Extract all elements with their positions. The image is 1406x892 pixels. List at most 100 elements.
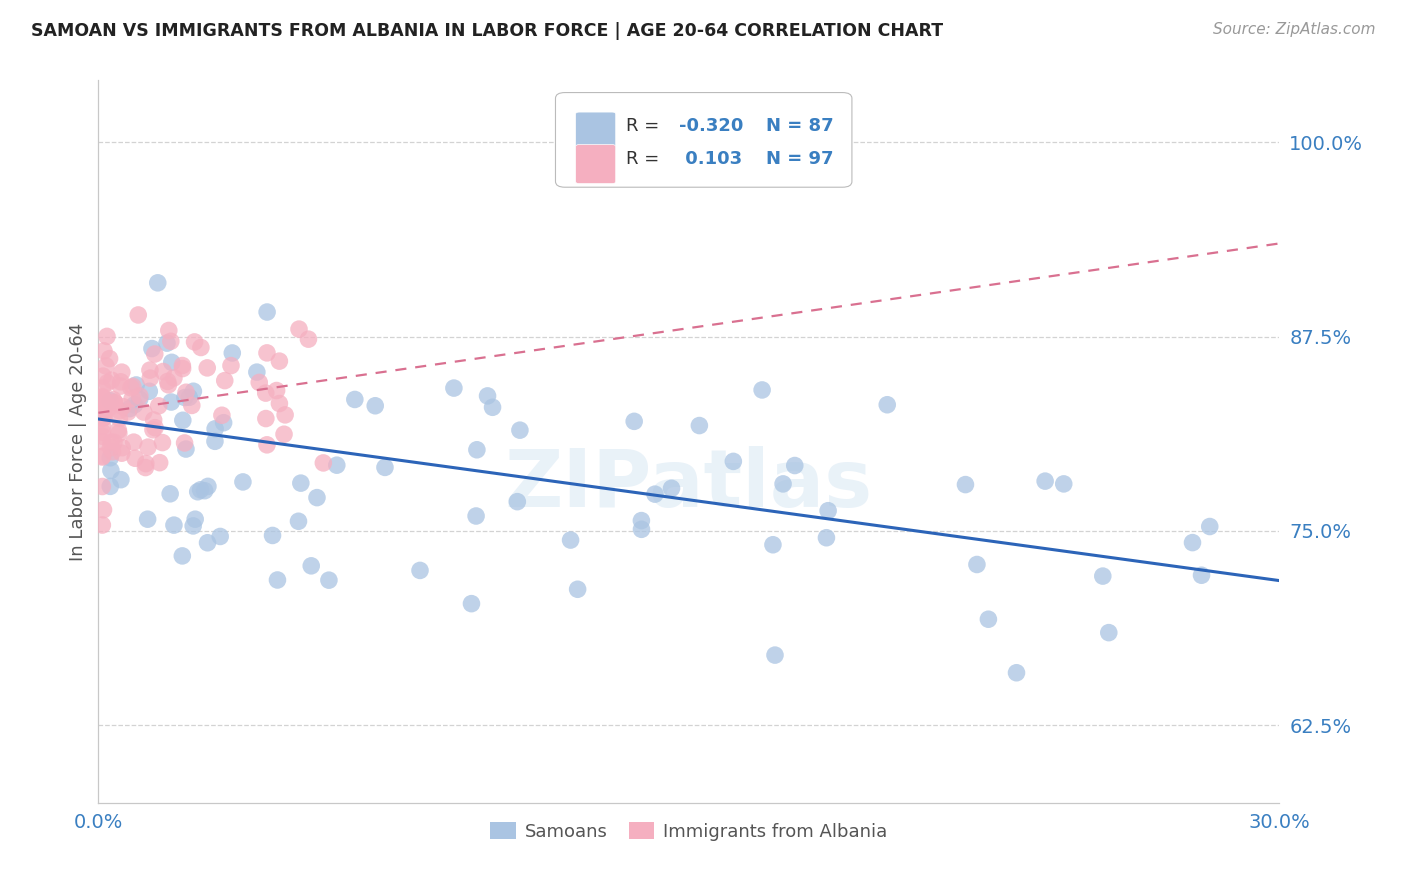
Point — [110, 379, 132, 393]
Point — [955, 477, 977, 491]
Point — [762, 538, 785, 552]
Point — [174, 385, 197, 400]
Point — [172, 549, 194, 563]
Point — [219, 359, 242, 373]
Point — [108, 403, 131, 417]
Point — [160, 395, 183, 409]
Point — [1181, 535, 1204, 549]
Point — [93, 502, 115, 516]
Point — [121, 392, 143, 406]
Point — [91, 390, 114, 404]
Point — [91, 402, 114, 417]
Point — [318, 573, 340, 587]
Point — [139, 363, 162, 377]
Point — [142, 423, 165, 437]
Point — [111, 400, 134, 414]
FancyBboxPatch shape — [575, 145, 616, 184]
Point — [460, 597, 482, 611]
Point — [125, 378, 148, 392]
Point — [211, 409, 233, 423]
Point — [174, 442, 197, 456]
Point — [96, 376, 118, 390]
Point — [94, 398, 117, 412]
Point — [688, 418, 710, 433]
Point — [966, 558, 988, 572]
Point — [124, 451, 146, 466]
Point — [209, 529, 232, 543]
Point — [100, 463, 122, 477]
Point — [93, 410, 115, 425]
Point — [197, 535, 219, 549]
Point — [98, 450, 121, 465]
Point — [723, 454, 745, 468]
Point — [184, 512, 207, 526]
Point — [128, 389, 150, 403]
Point — [630, 514, 652, 528]
Point — [181, 519, 204, 533]
Legend: Samoans, Immigrants from Albania: Samoans, Immigrants from Albania — [484, 814, 894, 848]
Point — [128, 392, 150, 407]
Point — [160, 355, 183, 369]
Point — [107, 423, 129, 437]
Point — [190, 483, 212, 497]
Point — [148, 399, 170, 413]
Point — [509, 423, 531, 437]
Point — [290, 476, 312, 491]
Point — [297, 332, 319, 346]
Point — [254, 386, 277, 401]
Point — [817, 504, 839, 518]
Point — [149, 456, 172, 470]
Point — [157, 377, 180, 392]
FancyBboxPatch shape — [555, 93, 852, 187]
Point — [214, 374, 236, 388]
Point — [110, 375, 132, 389]
Point — [152, 435, 174, 450]
Y-axis label: In Labor Force | Age 20-64: In Labor Force | Age 20-64 — [69, 322, 87, 561]
Point — [506, 494, 529, 508]
Point — [1005, 665, 1028, 680]
Point — [91, 411, 114, 425]
Point — [159, 334, 181, 349]
Point — [751, 383, 773, 397]
Point — [93, 397, 115, 411]
Point — [139, 371, 162, 385]
Point — [98, 393, 121, 408]
Point — [143, 420, 166, 434]
Point — [146, 276, 169, 290]
Point — [135, 457, 157, 471]
Point — [91, 419, 114, 434]
Point — [134, 460, 156, 475]
Point — [141, 342, 163, 356]
Point — [179, 390, 201, 404]
Point — [156, 375, 179, 389]
Point — [274, 408, 297, 422]
Point — [91, 479, 114, 493]
Point — [157, 323, 180, 337]
Point — [246, 365, 269, 379]
Point — [815, 531, 838, 545]
Point — [103, 435, 125, 450]
Point — [108, 411, 131, 425]
Text: R =: R = — [626, 150, 665, 168]
Point — [98, 351, 121, 366]
Text: -0.320: -0.320 — [679, 117, 744, 135]
Point — [183, 384, 205, 399]
Point — [977, 612, 1000, 626]
Point — [197, 479, 219, 493]
Point — [266, 573, 288, 587]
Point — [91, 434, 114, 449]
Point — [326, 458, 349, 473]
Point — [142, 413, 165, 427]
Text: N = 97: N = 97 — [766, 150, 834, 168]
Point — [288, 322, 311, 336]
Point — [163, 371, 186, 385]
Point — [194, 483, 217, 498]
Point — [103, 395, 125, 409]
Point — [465, 442, 488, 457]
Point — [124, 398, 146, 412]
Point — [256, 346, 278, 360]
Text: SAMOAN VS IMMIGRANTS FROM ALBANIA IN LABOR FORCE | AGE 20-64 CORRELATION CHART: SAMOAN VS IMMIGRANTS FROM ALBANIA IN LAB… — [31, 22, 943, 40]
Point — [91, 369, 114, 384]
Point — [136, 512, 159, 526]
Point — [1191, 568, 1213, 582]
